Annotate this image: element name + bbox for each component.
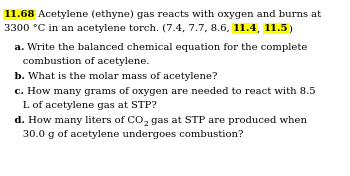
Text: L of acetylene gas at STP?: L of acetylene gas at STP? [4, 101, 157, 110]
Text: 2: 2 [143, 120, 148, 128]
Text: d.: d. [4, 116, 25, 125]
Text: 3300 °C in an acetylene torch. (7.4, 7.7, 8.6,: 3300 °C in an acetylene torch. (7.4, 7.7… [4, 24, 233, 33]
Text: How many liters of CO: How many liters of CO [25, 116, 143, 125]
Text: combustion of acetylene.: combustion of acetylene. [4, 57, 149, 66]
Text: ,: , [257, 24, 264, 33]
Text: a.: a. [4, 43, 24, 52]
Text: c.: c. [4, 87, 24, 96]
Text: 11.68: 11.68 [4, 10, 35, 19]
Text: 30.0 g of acetylene undergoes combustion?: 30.0 g of acetylene undergoes combustion… [4, 130, 243, 139]
Text: Write the balanced chemical equation for the complete: Write the balanced chemical equation for… [25, 43, 308, 52]
Text: How many grams of oxygen are needed to react with 8.5: How many grams of oxygen are needed to r… [24, 87, 316, 96]
Text: ): ) [288, 24, 292, 33]
Text: What is the molar mass of acetylene?: What is the molar mass of acetylene? [25, 72, 217, 81]
Text: Acetylene (ethyne) gas reacts with oxygen and burns at: Acetylene (ethyne) gas reacts with oxyge… [35, 10, 322, 19]
Text: b.: b. [4, 72, 25, 81]
Text: 11.4: 11.4 [233, 24, 257, 33]
Text: gas at STP are produced when: gas at STP are produced when [148, 116, 307, 125]
Text: 11.5: 11.5 [264, 24, 288, 33]
